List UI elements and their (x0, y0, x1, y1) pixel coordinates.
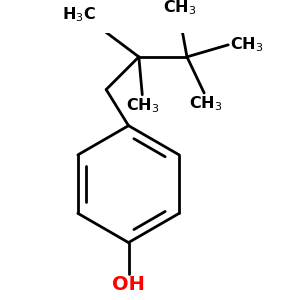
Text: CH$_3$: CH$_3$ (189, 95, 223, 113)
Text: CH$_3$: CH$_3$ (126, 96, 159, 115)
Text: OH: OH (112, 275, 145, 294)
Text: CH$_3$: CH$_3$ (230, 35, 263, 54)
Text: CH$_3$: CH$_3$ (164, 0, 197, 17)
Text: H$_3$C: H$_3$C (62, 5, 96, 24)
